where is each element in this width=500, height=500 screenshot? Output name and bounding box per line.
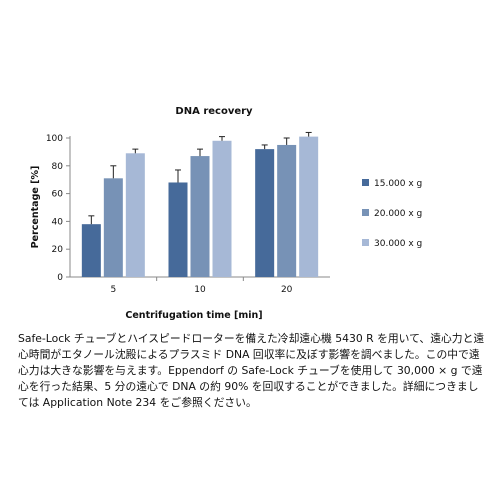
bar xyxy=(212,140,232,277)
legend: 15.000 x g 20.000 x g 30.000 x g xyxy=(362,179,422,249)
y-axis-label: Percentage [%] xyxy=(30,166,41,249)
y-tick-label: 80 xyxy=(52,162,64,172)
bar xyxy=(190,156,210,277)
plot-area: 0 20 40 60 80 100 5 10 20 xyxy=(46,131,330,295)
x-tick-label: 5 xyxy=(110,285,116,295)
y-tick-label: 40 xyxy=(52,217,64,227)
y-tick-label: 0 xyxy=(57,273,63,283)
bar xyxy=(255,149,275,277)
legend-swatch xyxy=(362,209,369,216)
legend-label: 30.000 x g xyxy=(374,239,422,249)
chart-title: DNA recovery xyxy=(175,106,253,117)
x-tick-label: 10 xyxy=(194,285,206,295)
bar xyxy=(277,144,297,277)
dna-recovery-chart: DNA recovery Percentage [%] Centrifugati… xyxy=(30,106,422,321)
caption-text: Safe-Lock チューブとハイスピードローターを備えた冷却遠心機 5430 … xyxy=(18,332,485,409)
bar xyxy=(299,136,319,277)
bar xyxy=(103,178,123,277)
chart-canvas: DNA recovery Percentage [%] Centrifugati… xyxy=(30,106,422,321)
x-axis-label: Centrifugation time [min] xyxy=(125,310,262,321)
y-tick-label: 100 xyxy=(46,134,63,144)
y-tick-label: 20 xyxy=(52,245,64,255)
legend-swatch xyxy=(362,239,369,246)
legend-swatch xyxy=(362,179,369,186)
legend-label: 15.000 x g xyxy=(374,179,422,189)
bar xyxy=(168,182,188,277)
y-tick-label: 60 xyxy=(52,190,64,200)
x-tick-label: 20 xyxy=(281,285,293,295)
bar xyxy=(125,153,145,277)
legend-label: 20.000 x g xyxy=(374,209,422,219)
bar xyxy=(81,224,101,277)
